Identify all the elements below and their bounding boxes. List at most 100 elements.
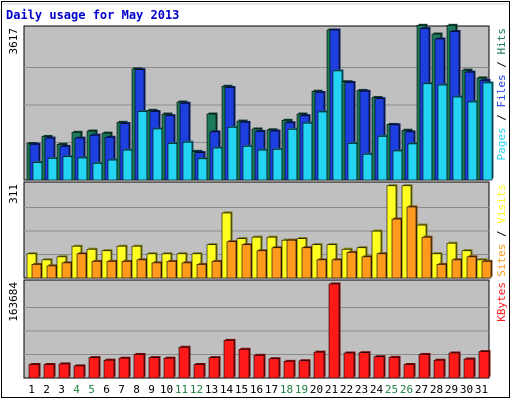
legend: KBytes	[495, 282, 508, 322]
bar-pages-day-29	[452, 96, 463, 181]
legend-separator: /	[495, 224, 508, 244]
bar-pages-day-8	[137, 111, 148, 181]
bar-kbytes-day-11	[178, 346, 190, 379]
bar-kbytes-day-28	[433, 359, 445, 379]
bar-kbytes-day-26	[403, 364, 415, 379]
bar-sites-day-23	[361, 256, 372, 279]
x-tick-label-20: 20	[310, 383, 323, 396]
bar-pages-day-5	[92, 163, 103, 181]
x-tick-label-7: 7	[118, 383, 125, 396]
bar-kbytes-day-13	[208, 357, 220, 379]
bar-pages-day-27	[422, 83, 433, 181]
bar-sites-day-29	[451, 259, 462, 279]
bar-pages-day-24	[377, 136, 388, 181]
bar-pages-day-21	[332, 70, 343, 181]
legend: Pages / Files / Hits	[495, 28, 508, 161]
bar-kbytes-day-8	[133, 354, 145, 379]
x-tick-label-24: 24	[370, 383, 384, 396]
bar-kbytes-day-22	[343, 352, 355, 379]
bar-pages-day-4	[77, 157, 88, 181]
bar-kbytes-day-12	[193, 364, 205, 379]
bar-kbytes-day-20	[313, 351, 325, 379]
bar-sites-day-22	[346, 252, 357, 279]
bar-sites-day-6	[106, 261, 117, 279]
bar-kbytes-day-23	[358, 352, 370, 379]
bar-kbytes-day-27	[418, 354, 430, 379]
bar-sites-day-24	[376, 253, 387, 279]
x-tick-label-28: 28	[430, 383, 443, 396]
bar-pages-day-16	[257, 149, 268, 181]
bar-kbytes-day-25	[388, 357, 400, 379]
x-tick-label-17: 17	[265, 383, 278, 396]
bar-sites-day-14	[226, 241, 237, 279]
bar-kbytes-day-1	[28, 364, 40, 379]
bar-pages-day-14	[227, 127, 238, 181]
bar-kbytes-day-7	[118, 357, 130, 379]
bar-pages-day-9	[152, 128, 163, 181]
bar-kbytes-day-14	[223, 340, 235, 379]
bar-kbytes-day-3	[58, 363, 70, 379]
bar-kbytes-day-18	[283, 361, 295, 379]
x-tick-label-4: 4	[73, 383, 80, 396]
x-tick-label-1: 1	[28, 383, 35, 396]
bar-kbytes-day-30	[463, 358, 475, 379]
bar-kbytes-day-5	[88, 357, 100, 379]
x-tick-label-12: 12	[190, 383, 203, 396]
bar-sites-day-28	[436, 264, 447, 279]
bar-sites-day-1	[31, 264, 42, 279]
bar-sites-day-9	[151, 262, 162, 279]
x-tick-label-8: 8	[133, 383, 140, 396]
bar-sites-day-26	[406, 206, 417, 279]
legend-entry-pages: Pages	[495, 127, 508, 160]
bar-pages-day-13	[212, 147, 223, 181]
x-tick-label-30: 30	[460, 383, 473, 396]
x-tick-label-6: 6	[103, 383, 110, 396]
bar-sites-day-31	[481, 261, 492, 279]
x-tick-label-2: 2	[43, 383, 50, 396]
bar-kbytes-day-9	[148, 357, 160, 379]
bar-pages-day-7	[122, 149, 133, 181]
bar-pages-day-26	[407, 143, 418, 181]
x-tick-label-31: 31	[475, 383, 488, 396]
legend-entry-files: Files	[495, 74, 508, 107]
x-tick-label-5: 5	[88, 383, 95, 396]
bar-pages-day-19	[302, 122, 313, 181]
bar-kbytes-day-17	[268, 358, 280, 379]
bar-sites-day-10	[166, 261, 177, 279]
bar-sites-day-3	[61, 262, 72, 279]
x-tick-label-11: 11	[175, 383, 188, 396]
bar-sites-day-17	[271, 247, 282, 279]
x-tick-label-25: 25	[385, 383, 398, 396]
bar-kbytes-day-24	[373, 356, 385, 379]
x-tick-label-26: 26	[400, 383, 413, 396]
bar-kbytes-day-21	[328, 283, 340, 379]
bar-sites-day-11	[181, 262, 192, 279]
bar-sites-day-7	[121, 261, 132, 279]
bar-sites-day-12	[196, 264, 207, 279]
bar-sites-day-4	[76, 253, 87, 279]
x-tick-label-29: 29	[445, 383, 458, 396]
bar-sites-day-8	[136, 259, 147, 279]
bar-pages-day-10	[167, 143, 178, 181]
x-tick-label-13: 13	[205, 383, 218, 396]
chart-panels: 3617 Pages / Files / Hits 311 Sites / Visit…	[7, 23, 508, 379]
legend-entry-hits: Hits	[495, 28, 508, 55]
x-tick-label-10: 10	[160, 383, 173, 396]
x-tick-label-16: 16	[250, 383, 263, 396]
x-tick-labels: 1 2 3 4 5 6 7 8 9 10 11 12 13 14 15 16 17 18 19 20 21 22 23 24 2…	[28, 383, 488, 396]
bar-pages-day-20	[317, 111, 328, 181]
bar-kbytes-day-10	[163, 357, 175, 379]
bar-sites-day-18	[286, 239, 297, 279]
bar-kbytes-day-2	[43, 364, 55, 379]
panel-visits-sites: 311 Sites / Visits	[7, 181, 508, 279]
outer-bevel	[3, 3, 508, 5]
bar-pages-day-18	[287, 129, 298, 181]
chart-title: Daily usage for May 2013	[6, 8, 179, 22]
bar-kbytes-day-15	[238, 348, 250, 379]
bar-sites-day-19	[301, 247, 312, 279]
legend-entry-sites: Sites	[495, 244, 508, 277]
legend-separator: /	[495, 108, 508, 128]
